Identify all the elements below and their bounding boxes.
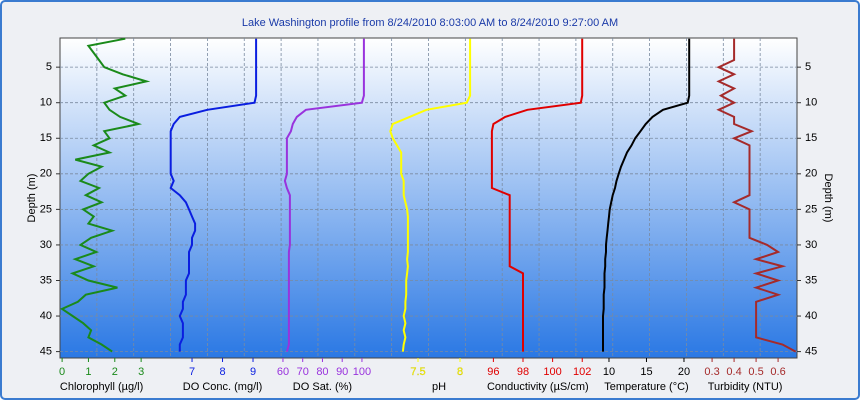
profile-line <box>716 38 797 353</box>
y-tick-label: 5 <box>46 61 52 73</box>
y-tick-label-right: 10 <box>805 97 817 109</box>
x-tick-label: 96 <box>487 366 499 378</box>
x-tick-label: 9 <box>250 366 256 378</box>
x-tick-label: 100 <box>353 366 371 378</box>
x-axis-label: Turbidity (NTU) <box>708 381 783 393</box>
x-tick-label: 2 <box>112 366 118 378</box>
x-tick-label: 15 <box>640 366 652 378</box>
profile-line <box>602 38 691 352</box>
x-axis-label: DO Conc. (mg/l) <box>183 381 262 393</box>
y-tick-label-right: 30 <box>805 239 817 251</box>
x-tick-label: 0 <box>59 366 65 378</box>
x-tick-label: 0.4 <box>726 366 741 378</box>
y-tick-label: 30 <box>40 239 52 251</box>
y-tick-label: 20 <box>40 168 52 180</box>
profile-line <box>389 38 472 352</box>
x-tick-label: 0.3 <box>704 366 719 378</box>
x-tick-label: 8 <box>219 366 225 378</box>
x-axis-label: Temperature (°C) <box>604 381 688 393</box>
x-tick-label: 100 <box>543 366 561 378</box>
x-tick-label: 60 <box>277 366 289 378</box>
y-axis-label: Depth (m) <box>26 174 38 223</box>
x-tick-label: 90 <box>336 366 348 378</box>
x-tick-label: 102 <box>573 366 591 378</box>
chart-title: Lake Washington profile from 8/24/2010 8… <box>242 17 618 29</box>
x-tick-label: 1 <box>85 366 91 378</box>
x-tick-label: 70 <box>297 366 309 378</box>
x-tick-label: 7.5 <box>410 366 425 378</box>
y-tick-label: 25 <box>40 203 52 215</box>
y-tick-label-right: 45 <box>805 346 817 358</box>
profile-line <box>60 37 151 353</box>
y-tick-label: 15 <box>40 132 52 144</box>
y-axis-label-right: Depth (m) <box>822 174 834 223</box>
x-axis-label: Conductivity (µS/cm) <box>487 381 589 393</box>
x-tick-label: 80 <box>316 366 328 378</box>
profile-line <box>169 38 258 352</box>
v-grid <box>96 38 761 358</box>
x-tick-label: 20 <box>678 366 690 378</box>
x-tick-label: 0.6 <box>770 366 785 378</box>
y-tick-label-right: 25 <box>805 203 817 215</box>
profile-line <box>490 38 584 352</box>
x-tick-label: 8 <box>457 366 463 378</box>
y-tick-label-right: 5 <box>805 61 811 73</box>
x-tick-label: 3 <box>138 366 144 378</box>
profile-line <box>283 38 365 352</box>
y-tick-label-right: 40 <box>805 310 817 322</box>
x-tick-label: 98 <box>517 366 529 378</box>
y-tick-label-right: 35 <box>805 274 817 286</box>
x-axis-label: Chlorophyll (µg/l) <box>60 381 143 393</box>
x-axis-label: DO Sat. (%) <box>293 381 352 393</box>
y-tick-label: 35 <box>40 274 52 286</box>
x-tick-label: 0.5 <box>748 366 763 378</box>
y-tick-label: 10 <box>40 97 52 109</box>
y-tick-label-right: 20 <box>805 168 817 180</box>
x-tick-label: 10 <box>603 366 615 378</box>
y-tick-label-right: 15 <box>805 132 817 144</box>
x-tick-label: 7 <box>189 366 195 378</box>
y-tick-label: 45 <box>40 346 52 358</box>
y-tick-label: 40 <box>40 310 52 322</box>
x-axis-label: pH <box>432 381 446 393</box>
